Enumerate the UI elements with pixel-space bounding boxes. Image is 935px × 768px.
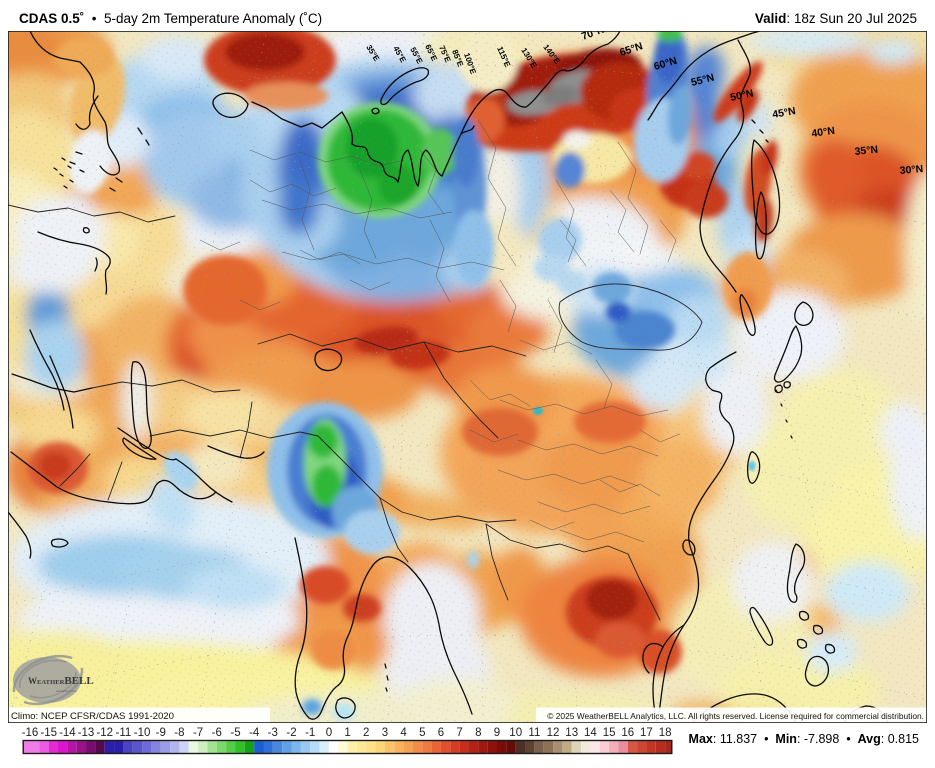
svg-text:16: 16	[621, 727, 634, 739]
svg-text:-9: -9	[156, 727, 166, 739]
svg-text:7: 7	[456, 727, 462, 739]
svg-text:45°N: 45°N	[771, 105, 796, 121]
svg-text:-12: -12	[96, 727, 113, 739]
svg-text:17: 17	[640, 727, 653, 739]
svg-text:40°N: 40°N	[811, 125, 836, 140]
svg-text:55°N: 55°N	[690, 72, 716, 89]
svg-text:2: 2	[363, 727, 369, 739]
svg-text:-3: -3	[268, 727, 278, 739]
svg-text:-7: -7	[193, 727, 203, 739]
svg-text:0: 0	[326, 727, 332, 739]
svg-text:-10: -10	[134, 727, 151, 739]
svg-text:-13: -13	[78, 727, 95, 739]
svg-text:10: 10	[509, 727, 522, 739]
svg-text:-4: -4	[249, 727, 260, 739]
svg-text:-2: -2	[286, 727, 296, 739]
svg-text:1: 1	[344, 727, 350, 739]
svg-text:9: 9	[494, 727, 500, 739]
svg-text:18: 18	[659, 727, 672, 739]
svg-text:70°N: 70°N	[580, 31, 606, 43]
svg-text:6: 6	[438, 727, 444, 739]
svg-text:4: 4	[400, 727, 407, 739]
svg-text:11: 11	[528, 727, 540, 739]
svg-text:-11: -11	[116, 727, 132, 739]
svg-text:Analytics LLC: Analytics LLC	[56, 689, 78, 693]
svg-text:14: 14	[584, 727, 597, 739]
svg-text:-5: -5	[230, 727, 240, 739]
svg-text:-14: -14	[59, 727, 76, 739]
svg-text:-8: -8	[174, 727, 184, 739]
svg-text:-15: -15	[40, 727, 57, 739]
svg-text:13: 13	[565, 727, 578, 739]
svg-text:35°N: 35°N	[854, 144, 879, 158]
svg-text:5: 5	[419, 727, 425, 739]
svg-text:© 2025 WeatherBELL Analytics,: © 2025 WeatherBELL Analytics, LLC. All r…	[547, 711, 924, 721]
svg-text:30°N: 30°N	[899, 163, 923, 177]
svg-text:8: 8	[475, 727, 481, 739]
svg-text:-16: -16	[22, 727, 39, 739]
svg-text:3: 3	[382, 727, 388, 739]
svg-text:Climo: NCEP CFSR/CDAS 1991-202: Climo: NCEP CFSR/CDAS 1991-2020	[11, 711, 174, 722]
svg-text:WEATHERBELL: WEATHERBELL	[28, 675, 94, 687]
svg-text:12: 12	[547, 727, 560, 739]
svg-text:15: 15	[603, 727, 616, 739]
svg-text:-6: -6	[212, 727, 222, 739]
svg-text:-1: -1	[305, 727, 315, 739]
svg-text:50°N: 50°N	[729, 87, 754, 104]
